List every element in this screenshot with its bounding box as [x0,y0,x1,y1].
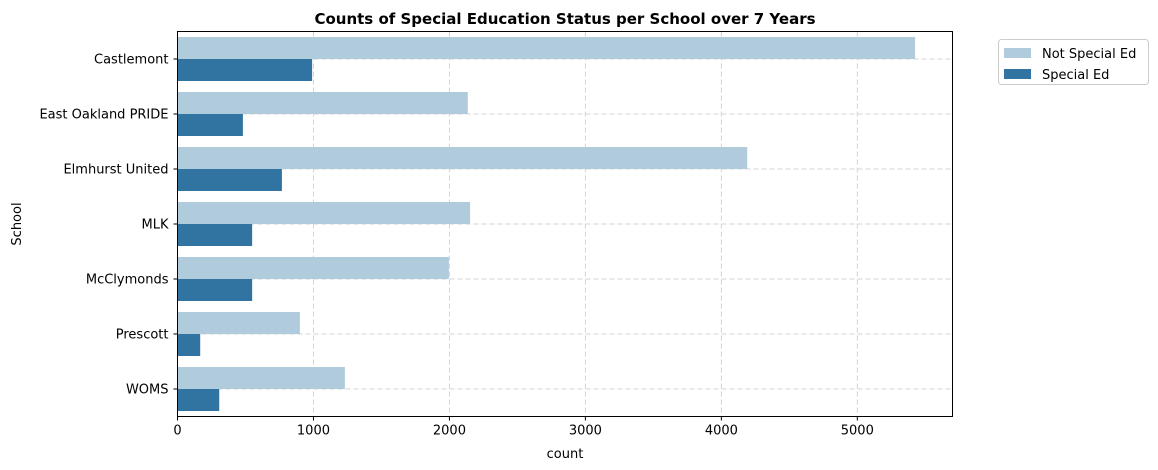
x-tick-label: 0 [173,424,181,439]
bar-not-special-ed [177,147,748,169]
x-tick-label: 4000 [705,424,738,439]
y-tick-label: Prescott [116,328,169,343]
legend-swatch [1004,48,1031,58]
bar-not-special-ed [177,37,916,59]
y-axis-label: School [10,202,25,245]
bar-not-special-ed [177,367,345,389]
legend-swatch [1004,69,1031,79]
bar-not-special-ed [177,312,300,334]
x-tick-label: 3000 [569,424,602,439]
y-tick-label: McClymonds [86,273,169,288]
x-tick-label: 2000 [433,424,466,439]
x-axis: 0 1000 2000 3000 4000 5000 [173,416,874,439]
x-tick-label: 5000 [841,424,874,439]
y-axis: Castlemont East Oakland PRIDE Elmhurst Uni… [39,53,178,398]
y-tick-label: WOMS [126,383,169,398]
bar-not-special-ed [177,257,449,279]
bar-special-ed [177,59,313,81]
bar-special-ed [177,389,220,411]
bar-special-ed [177,279,253,301]
chart-title: Counts of Special Education Status per S… [314,10,815,28]
y-tick-label: MLK [142,218,169,233]
legend-label: Special Ed [1042,68,1109,83]
legend: Not Special Ed Special Ed [998,39,1149,85]
bar-not-special-ed [177,92,468,114]
bar-special-ed [177,334,201,356]
bar-special-ed [177,169,282,191]
legend-label: Not Special Ed [1042,47,1136,62]
y-tick-label: Castlemont [94,53,168,68]
x-tick-label: 1000 [297,424,330,439]
y-tick-label: East Oakland PRIDE [39,108,168,123]
y-tick-label: Elmhurst United [63,163,168,178]
legend-frame [998,39,1149,85]
x-axis-label: count [547,447,584,462]
bar-special-ed [177,224,253,246]
bars [177,37,916,411]
bar-not-special-ed [177,202,471,224]
bar-special-ed [177,114,243,136]
